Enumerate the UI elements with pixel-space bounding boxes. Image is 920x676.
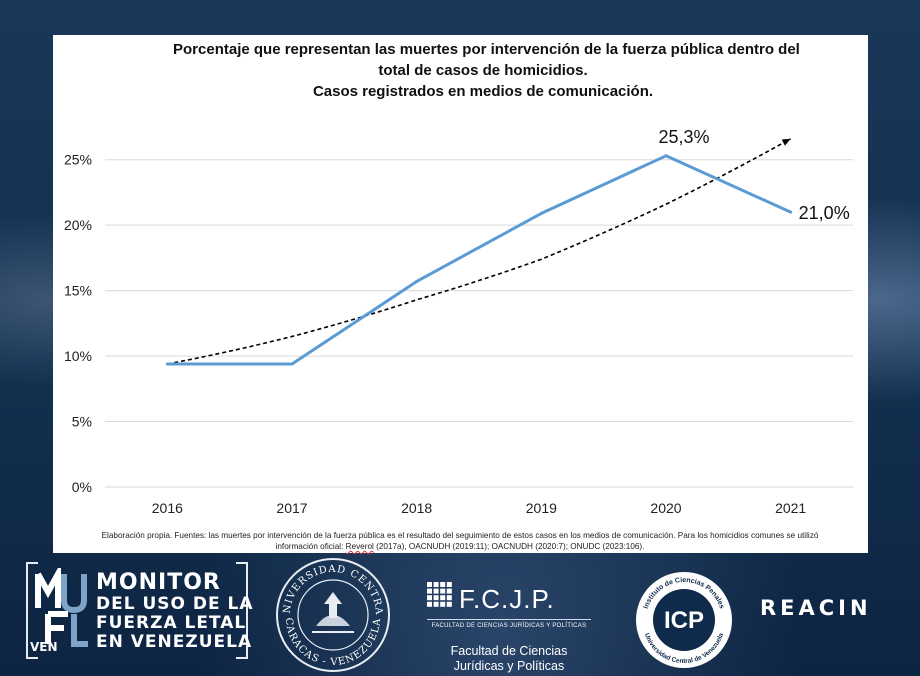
- monitor-logo: MONITOR DEL USO DE LA FUERZA LETAL EN VE…: [26, 562, 253, 659]
- logo-strip: MONITOR DEL USO DE LA FUERZA LETAL EN VE…: [0, 556, 920, 676]
- fcjp-grid-square: [440, 582, 446, 587]
- fcjp-grid-square: [433, 595, 439, 601]
- data-point: [290, 362, 294, 366]
- data-point: [165, 362, 169, 366]
- monitor-ven: VEN: [30, 640, 58, 654]
- chart-title-line: Casos registrados en medios de comunicac…: [312, 83, 654, 100]
- fcjp-grid-square: [440, 601, 446, 607]
- source-note: Elaboración propia. Fuentes: las muertes…: [65, 530, 855, 552]
- fcjp-grid-square: [427, 601, 432, 607]
- data-point: [664, 154, 668, 158]
- fcjp-grid-square: [446, 582, 452, 587]
- chart-panel: Porcentaje que representan las muertes p…: [53, 35, 868, 553]
- line-chart: 0% 5% 10% 15% 20% 25% 2016 2017 2018 2019 2020 2021…: [64, 127, 853, 516]
- fcjp-logo: F.C.J.P. FACULTAD DE CIENCIAS JURÍDICAS …: [425, 576, 593, 676]
- fcjp-grid-square: [427, 582, 432, 587]
- monitor-wordmark: MONITOR DEL USO DE LA FUERZA LETAL EN VE…: [96, 570, 254, 652]
- x-tick-label: 2021: [775, 500, 806, 516]
- x-tick-label: 2016: [152, 500, 183, 516]
- ucv-seal-icon: UNIVERSIDAD CENTRAL CARACAS - VENEZUELA: [274, 556, 390, 672]
- x-tick-label: 2019: [526, 500, 557, 516]
- reacin-logo: REACIN: [760, 596, 872, 620]
- logo-bracket: [26, 562, 248, 659]
- fcjp-full-name: Facultad de Ciencias Jurídicas y Polític…: [425, 644, 593, 674]
- y-tick-label: 15%: [64, 283, 92, 299]
- series-line: [167, 154, 792, 366]
- fcjp-full-line: Jurídicas y Políticas: [453, 659, 565, 673]
- fcjp-grid-square: [440, 595, 446, 601]
- source-prefix: información oficial:: [275, 542, 346, 551]
- monitor-word-3: FUERZA LETAL: [96, 613, 247, 633]
- fcjp-grid-square: [433, 588, 439, 594]
- fcjp-grid-square: [440, 588, 446, 594]
- y-tick-label: 20%: [64, 217, 92, 233]
- x-tick-label: 2018: [401, 500, 432, 516]
- trendline-arrowhead: [781, 138, 791, 146]
- fcjp-grid-square: [446, 588, 452, 594]
- data-point: [415, 279, 419, 283]
- fcjp-name: F.C.J.P.: [459, 584, 555, 614]
- fcjp-grid-square: [427, 588, 432, 594]
- source-rest: (2017a), OACNUDH (2019:11); OACNUDH (202…: [373, 542, 645, 551]
- source-underlined: Reverol: [345, 542, 374, 551]
- fcjp-grid-icon: [427, 582, 452, 607]
- source-note-line: Elaboración propia. Fuentes: las muertes…: [101, 531, 819, 540]
- data-point: [789, 210, 793, 214]
- fcjp-grid-square: [433, 582, 439, 587]
- mufl-monogram-icon: [35, 568, 88, 647]
- data-label: 25,3%: [658, 127, 709, 147]
- fcjp-small-text: FACULTAD DE CIENCIAS JURÍDICAS Y POLÍTIC…: [431, 623, 587, 629]
- y-tick-label: 5%: [72, 414, 92, 430]
- data-point: [539, 211, 543, 215]
- icp-logo-icon: Instituto de Ciencias Penales Universida…: [636, 572, 732, 668]
- trendline: [167, 138, 792, 365]
- monitor-word-4: EN VENEZUELA: [96, 632, 253, 652]
- y-tick-label: 0%: [72, 479, 92, 495]
- fcjp-full-line: Facultad de Ciencias: [450, 644, 568, 658]
- fcjp-divider: [427, 619, 591, 620]
- fcjp-grid-square: [446, 595, 452, 601]
- monitor-word-1: MONITOR: [96, 570, 221, 595]
- fcjp-grid-square: [433, 601, 439, 607]
- x-tick-label: 2017: [276, 500, 307, 516]
- x-tick-label: 2020: [650, 500, 681, 516]
- chart-title-line: total de casos de homicidios.: [378, 62, 588, 79]
- y-tick-label: 25%: [64, 152, 92, 168]
- svg-text:ICP: ICP: [664, 607, 704, 634]
- monitor-word-2: DEL USO DE LA: [96, 594, 254, 614]
- chart-title: Porcentaje que representan las muertes p…: [173, 39, 800, 102]
- source-note-line: información oficial: Reverol (2017a), OA…: [65, 541, 855, 552]
- data-label: 21,0%: [799, 203, 850, 223]
- y-tick-label: 10%: [64, 348, 92, 364]
- fcjp-grid-square: [446, 601, 452, 607]
- chart-title-line: Porcentaje que representan las muertes p…: [173, 41, 800, 58]
- fcjp-grid-square: [427, 595, 432, 601]
